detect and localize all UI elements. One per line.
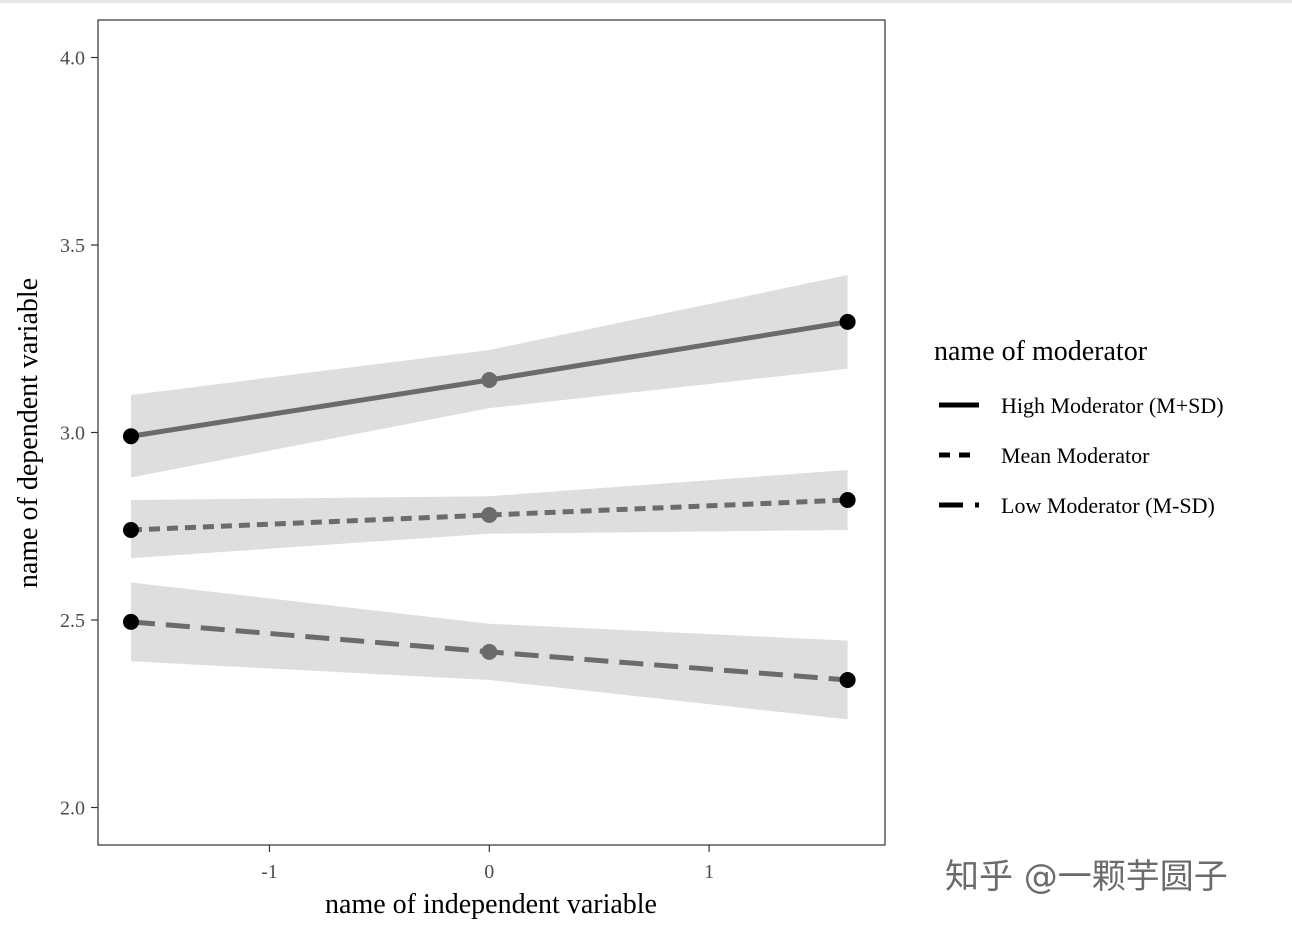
top-divider <box>0 0 1292 3</box>
legend-label-series-1: High Moderator (M+SD) <box>1001 393 1224 418</box>
legend-label-series-2: Mean Moderator <box>1001 443 1150 468</box>
line-series-2 <box>130 497 848 533</box>
y-tick-label: 3.0 <box>60 423 85 445</box>
x-tick-label: 1 <box>704 861 714 883</box>
point-series-3-2 <box>481 643 498 660</box>
y-tick-label: 2.0 <box>60 798 85 820</box>
x-tick-label: -1 <box>261 861 278 883</box>
x-axis: -1 0 1 <box>261 845 714 883</box>
point-series-3-1 <box>122 613 139 630</box>
point-series-1-2 <box>481 372 498 388</box>
legend-title: name of moderator <box>934 336 1148 367</box>
point-series-1-3 <box>839 313 856 330</box>
point-series-2-2 <box>481 507 498 523</box>
y-axis: 2.0 2.5 3.0 3.5 4.0 <box>60 48 98 820</box>
point-series-1-1 <box>122 428 139 445</box>
legend-label-series-3: Low Moderator (M-SD) <box>1001 493 1215 518</box>
legend: name of moderator High Moderator (M+SD) M… <box>934 336 1224 518</box>
watermark: 知乎 @一颗芋圆子 <box>945 857 1228 897</box>
point-series-2-3 <box>839 492 856 508</box>
y-tick-label: 2.5 <box>60 610 85 632</box>
x-tick-label: 0 <box>484 861 494 883</box>
series-points <box>122 313 856 688</box>
point-series-2-1 <box>122 522 139 538</box>
point-series-3-3 <box>839 672 856 688</box>
y-axis-title: name of dependent variable <box>13 278 44 588</box>
y-tick-label: 3.5 <box>60 235 85 257</box>
y-tick-label: 4.0 <box>60 48 85 70</box>
x-axis-title: name of independent variable <box>325 889 657 920</box>
